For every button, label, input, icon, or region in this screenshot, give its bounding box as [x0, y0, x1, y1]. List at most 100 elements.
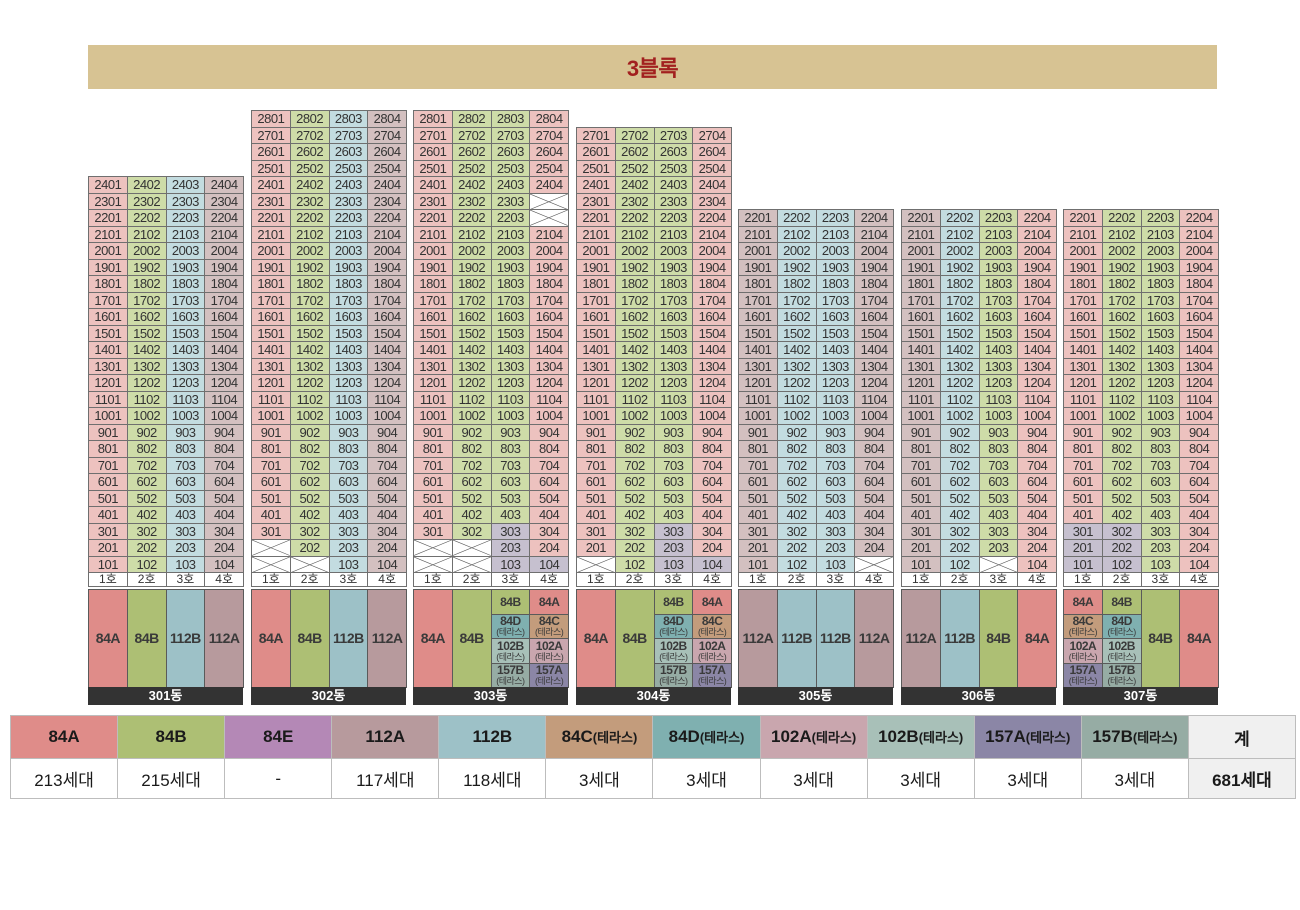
- unit-cell: 402: [1101, 506, 1142, 524]
- unit-cell: 602: [614, 473, 655, 491]
- unit-cell: 1402: [939, 341, 980, 359]
- unit-cell: 2103: [653, 225, 694, 243]
- line-label: 1호: [738, 572, 778, 587]
- unit-cell: 903: [1140, 423, 1181, 441]
- unit-cell: 403: [653, 506, 694, 524]
- unit-cell: 2201: [901, 209, 941, 227]
- unit-cell: 2103: [978, 225, 1019, 243]
- unit-cell: 1402: [776, 341, 817, 359]
- unit-type-label: 112A: [858, 630, 890, 646]
- unit-cell: 2804: [529, 110, 569, 128]
- unit-type-block: 84D (테라스): [1101, 613, 1142, 639]
- unit-type-block: 84B: [451, 589, 492, 688]
- unit-cell: 1603: [815, 308, 856, 326]
- unit-cell: 1804: [854, 275, 894, 293]
- unit-cell: 1503: [328, 324, 369, 342]
- unit-cell: 604: [692, 473, 732, 491]
- unit-cell: 104: [1017, 555, 1057, 573]
- unit-cell: 2604: [692, 143, 732, 161]
- unit-cell: 1903: [165, 258, 206, 276]
- unit-cell: 301: [1063, 522, 1103, 540]
- unit-cell: 2404: [204, 176, 244, 194]
- unit-cell: 104: [204, 555, 244, 573]
- unit-cell: 803: [328, 440, 369, 458]
- unit-cell: 1303: [653, 357, 694, 375]
- unit-type-label: 157A: [535, 663, 563, 678]
- unit-cell: 2504: [529, 159, 569, 177]
- unit-cell: 1001: [1063, 407, 1103, 425]
- unit-cell: 2602: [614, 143, 655, 161]
- unit-cell: 204: [1179, 539, 1219, 557]
- line-label: 3호: [490, 572, 531, 587]
- unit-cell: 1801: [901, 275, 941, 293]
- unit-cell: 1602: [1101, 308, 1142, 326]
- unit-cell: 904: [692, 423, 732, 441]
- unit-cell: 1304: [1017, 357, 1057, 375]
- unit-cell: 1704: [529, 291, 569, 309]
- unit-cell: 1902: [1101, 258, 1142, 276]
- unit-type-label: 84A: [420, 630, 446, 646]
- unit-cell: 1601: [576, 308, 616, 326]
- unit-cell: 404: [692, 506, 732, 524]
- unit-cell: 1501: [88, 324, 128, 342]
- unit-cell: 1704: [1017, 291, 1057, 309]
- unit-cell: 602: [451, 473, 492, 491]
- unit-cell: 202: [776, 539, 817, 557]
- unit-cell: 2003: [165, 242, 206, 260]
- terrace-label: (테라스): [1068, 651, 1098, 662]
- unit-cell: 304: [854, 522, 894, 540]
- unit-cell: 1402: [614, 341, 655, 359]
- unit-cell: 1404: [692, 341, 732, 359]
- unit-cell: 104: [692, 555, 732, 573]
- unit-type-label: 84D: [500, 614, 521, 629]
- unit-cell: 1202: [1101, 374, 1142, 392]
- unit-cell: 1803: [978, 275, 1019, 293]
- unit-cell: 2404: [367, 176, 407, 194]
- unit-cell: 1104: [692, 390, 732, 408]
- unit-type-block: 84B: [1101, 589, 1142, 615]
- unit-cell: 201: [901, 539, 941, 557]
- unit-cell: 402: [776, 506, 817, 524]
- unit-cell: 503: [165, 489, 206, 507]
- legend-count-cell: 117세대: [331, 758, 440, 799]
- unit-cell: 2001: [901, 242, 941, 260]
- unit-cell: 301: [88, 522, 128, 540]
- unit-cell: 502: [776, 489, 817, 507]
- unit-cell: 2202: [1101, 209, 1142, 227]
- unit-cell: 2001: [1063, 242, 1103, 260]
- unit-cell: 301: [251, 522, 291, 540]
- unit-cell: 2403: [490, 176, 531, 194]
- unit-cell: 2101: [88, 225, 128, 243]
- unit-type-label: 102B: [1108, 638, 1135, 653]
- unit-cell: 901: [901, 423, 941, 441]
- unit-cell: 1302: [126, 357, 167, 375]
- unit-cell: 1504: [1179, 324, 1219, 342]
- unit-cell: 1804: [1017, 275, 1057, 293]
- unit-cell: 2102: [614, 225, 655, 243]
- line-label: 1호: [1063, 572, 1103, 587]
- unit-type-block: 84A: [413, 589, 453, 688]
- legend-count-cell: 3세대: [866, 758, 975, 799]
- unit-cell: 901: [413, 423, 453, 441]
- unit-cell: 1304: [367, 357, 407, 375]
- unit-cell: 2104: [1179, 225, 1219, 243]
- unit-cell: 2302: [614, 192, 655, 210]
- legend-type-cell: 84B: [117, 715, 226, 759]
- unit-cell: 1403: [653, 341, 694, 359]
- unit-cell: 1304: [854, 357, 894, 375]
- unit-cell: 402: [939, 506, 980, 524]
- unit-cell: 2103: [1140, 225, 1181, 243]
- unit-cell: 101: [1063, 555, 1103, 573]
- unit-cell: 503: [978, 489, 1019, 507]
- unit-cell: 1001: [738, 407, 778, 425]
- unit-cell: 1904: [692, 258, 732, 276]
- unit-type-block: 112A: [367, 589, 407, 688]
- unit-cell: 701: [88, 456, 128, 474]
- unit-cell: 2302: [289, 192, 330, 210]
- unit-cell: 1202: [614, 374, 655, 392]
- legend-terrace-label: (테라스): [1025, 730, 1071, 745]
- unit-cell: 501: [901, 489, 941, 507]
- unit-cell: 1804: [529, 275, 569, 293]
- empty-unit-cell: [451, 555, 492, 573]
- cross-mark-icon: [855, 557, 893, 573]
